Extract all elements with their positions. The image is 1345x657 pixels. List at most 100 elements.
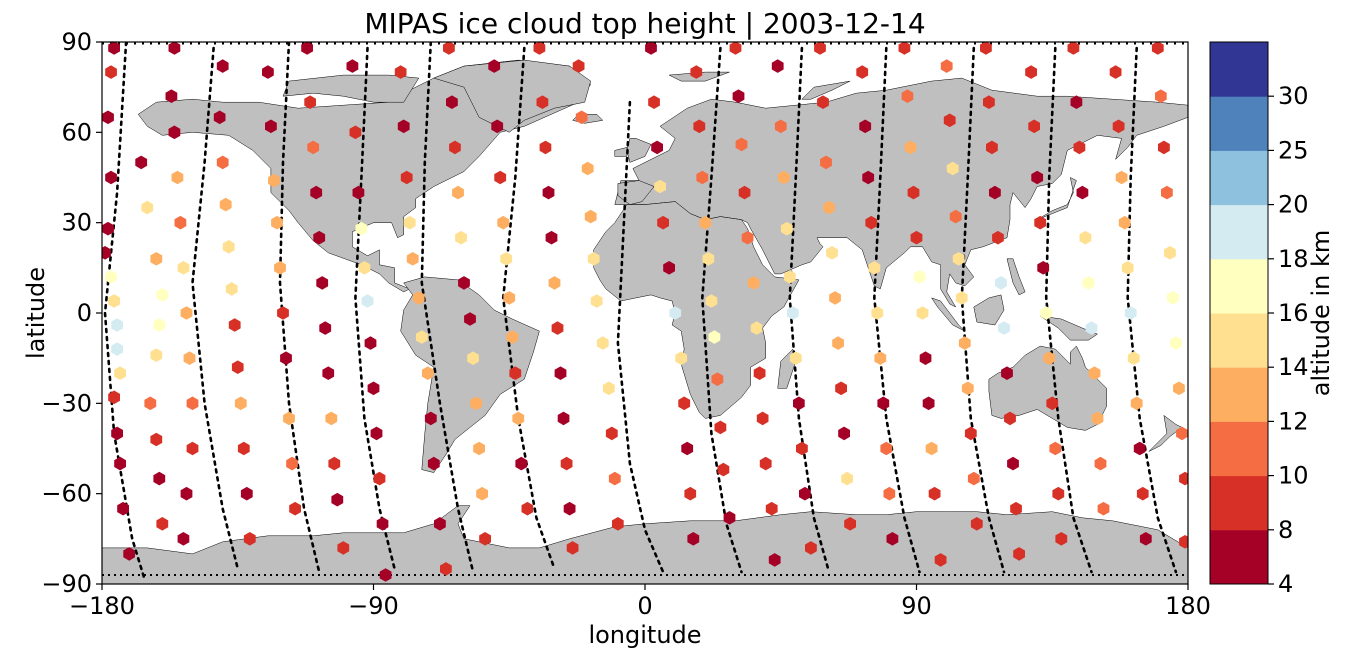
- land-polygon: [801, 80, 851, 100]
- cloud-point: [1052, 486, 1065, 501]
- cloud-point: [916, 306, 929, 320]
- cloud-point: [1179, 471, 1188, 486]
- cloud-point: [717, 462, 730, 477]
- cloud-point: [1164, 246, 1176, 260]
- x-tick-label: −90: [348, 592, 399, 620]
- y-tick-label: −90: [41, 570, 92, 598]
- cloud-point: [234, 396, 247, 411]
- cloud-point: [995, 276, 1007, 290]
- cloud-point: [183, 351, 196, 365]
- cloud-point: [370, 426, 383, 441]
- orbit-track: [420, 42, 475, 574]
- cloud-point: [307, 140, 320, 155]
- cloud-point: [1124, 306, 1137, 320]
- x-axis-label: longitude: [588, 621, 701, 649]
- cloud-point: [814, 42, 826, 55]
- cloud-point: [1118, 215, 1131, 230]
- cloud-point: [376, 517, 389, 531]
- cloud-point: [612, 517, 624, 531]
- cloud-point: [980, 42, 992, 55]
- cloud-point: [1121, 261, 1134, 275]
- cloud-point: [708, 330, 721, 344]
- cloud-point: [829, 291, 841, 305]
- colorbar-segment: [1210, 96, 1268, 151]
- cloud-point: [699, 215, 712, 230]
- cloud-point: [539, 140, 552, 155]
- land-polygon: [617, 180, 655, 205]
- cloud-point: [434, 517, 446, 531]
- cloud-point: [904, 140, 917, 155]
- cloud-point: [777, 170, 790, 185]
- x-tick-label: −180: [69, 592, 135, 620]
- cloud-point: [820, 155, 832, 170]
- cloud-point: [150, 432, 163, 447]
- cloud-point: [397, 119, 410, 134]
- y-tick-label: −60: [41, 480, 92, 508]
- cloud-point: [319, 321, 332, 335]
- cloud-point: [180, 486, 193, 501]
- cloud-point: [268, 173, 280, 188]
- cloud-point: [153, 471, 166, 486]
- cloud-point: [557, 411, 570, 426]
- orbit-track: [278, 42, 321, 574]
- cloud-point: [952, 252, 965, 266]
- cloud-point: [316, 276, 329, 290]
- cloud-point: [590, 294, 603, 308]
- cloud-point: [421, 366, 434, 380]
- cloud-point: [216, 155, 229, 170]
- cloud-point: [304, 95, 316, 109]
- cloud-point: [328, 456, 341, 471]
- colorbar-segment: [1210, 529, 1268, 585]
- cloud-point: [551, 321, 564, 335]
- cloud-point: [1073, 140, 1086, 155]
- y-axis-label: latitude: [22, 267, 50, 359]
- cloud-point: [961, 381, 974, 396]
- colorbar-segment: [1210, 150, 1268, 206]
- cloud-point: [325, 411, 338, 426]
- land-polygon: [988, 345, 1107, 431]
- cloud-point: [596, 336, 609, 350]
- land-polygon: [1148, 414, 1183, 452]
- cloud-point: [838, 426, 850, 441]
- cloud-point: [729, 42, 742, 55]
- cloud-point: [497, 215, 510, 230]
- cloud-point: [910, 230, 923, 245]
- cloud-point: [415, 330, 428, 344]
- cloud-point: [796, 441, 808, 456]
- cloud-point: [874, 351, 887, 365]
- cloud-point: [898, 42, 911, 55]
- cloud-point: [883, 486, 896, 501]
- cloud-point: [476, 486, 488, 501]
- cloud-point: [572, 59, 585, 73]
- cloud-point: [512, 411, 525, 426]
- cloud-point: [738, 185, 751, 200]
- cloud-point: [970, 517, 983, 531]
- cloud-point: [928, 486, 941, 501]
- cloud-point: [943, 113, 956, 128]
- cloud-point: [859, 119, 872, 134]
- cloud-point: [117, 501, 129, 516]
- cloud-point: [114, 456, 126, 471]
- cloud-point: [645, 42, 657, 55]
- cloud-point: [955, 291, 968, 305]
- cloud-point: [1004, 411, 1016, 426]
- cloud-point: [548, 276, 561, 290]
- cloud-point: [986, 140, 998, 155]
- colorbar-tick-label: 20: [1278, 191, 1309, 219]
- cloud-point: [165, 89, 178, 103]
- cloud-point: [711, 372, 724, 386]
- cloud-point: [114, 366, 126, 380]
- cloud-point: [696, 170, 709, 185]
- cloud-point: [108, 390, 120, 405]
- cloud-point: [174, 215, 187, 230]
- cloud-point: [168, 42, 181, 55]
- cloud-point: [714, 420, 727, 435]
- x-tick-label: 180: [1165, 592, 1211, 620]
- cloud-point: [1076, 185, 1089, 200]
- cloud-point: [412, 291, 425, 305]
- colorbar-segment: [1210, 258, 1268, 314]
- cloud-point: [503, 291, 516, 305]
- cloud-point: [379, 568, 392, 582]
- cloud-points: [102, 42, 1188, 582]
- cloud-point: [108, 294, 120, 308]
